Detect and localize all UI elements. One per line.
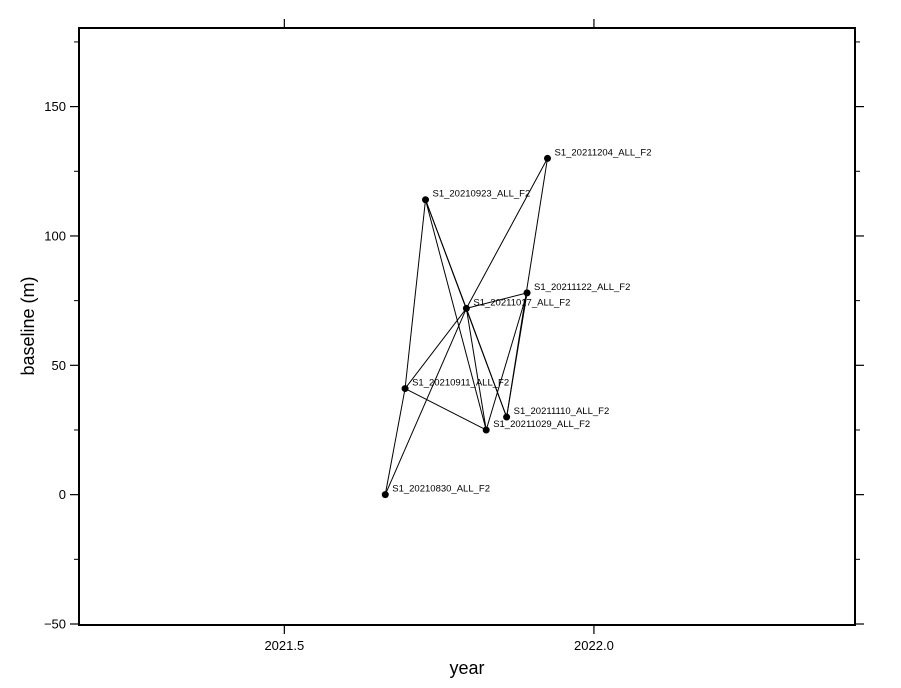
y-tick-label: 150 xyxy=(44,99,66,114)
acquisition-point xyxy=(422,196,430,204)
acquisition-point xyxy=(523,289,531,297)
acquisition-label: S1_20211110_ALL_F2 xyxy=(514,406,610,417)
baseline-pair-edge xyxy=(404,199,427,389)
y-axis-label: baseline (m) xyxy=(18,276,38,375)
baseline-pair-edge xyxy=(465,158,548,309)
y-tick-label: 50 xyxy=(52,358,66,373)
labels-layer: S1_20210830_ALL_F2 S1_20210911_ALL_F2 S1_2… xyxy=(392,147,651,494)
y-ticks-layer: −50 0 50 100 150 xyxy=(44,41,864,632)
x-ticks-layer: 2021.5 2022.0 xyxy=(264,19,614,653)
baseline-pair-edge xyxy=(404,308,467,389)
x-axis-label: year xyxy=(449,658,484,678)
baseline-pair-edge xyxy=(384,308,467,495)
points-layer xyxy=(381,154,551,499)
acquisition-label: S1_20211204_ALL_F2 xyxy=(554,147,651,158)
y-tick-label: 0 xyxy=(59,487,66,502)
baseline-pair-edge xyxy=(466,292,528,309)
baseline-pair-edge xyxy=(425,199,487,431)
plot-frame xyxy=(78,27,856,626)
acquisition-point xyxy=(482,426,490,434)
baseline-pair-edge xyxy=(506,158,548,418)
acquisition-label: S1_20211017_ALL_F2 xyxy=(473,297,570,308)
baseline-pair-edge xyxy=(485,292,528,431)
acquisition-label: S1_20210911_ALL_F2 xyxy=(412,378,509,389)
baseline-pair-edge xyxy=(384,388,406,495)
acquisition-point xyxy=(381,491,389,499)
edges-layer xyxy=(384,158,548,495)
acquisition-point xyxy=(543,154,551,162)
acquisition-label: S1_20210830_ALL_F2 xyxy=(392,484,490,495)
y-tick-label: −50 xyxy=(44,617,66,632)
acquisition-point xyxy=(401,385,409,393)
baseline-pair-edge xyxy=(465,308,508,418)
acquisition-label: S1_20211122_ALL_F2 xyxy=(534,282,630,293)
x-tick-label: 2021.5 xyxy=(264,638,304,653)
baseline-pair-edge xyxy=(404,388,487,431)
acquisition-label: S1_20210923_ALL_F2 xyxy=(433,189,531,200)
acquisition-point xyxy=(503,413,511,421)
acquisition-label: S1_20211029_ALL_F2 xyxy=(493,419,590,430)
x-tick-label: 2022.0 xyxy=(574,638,614,653)
baseline-pair-edge xyxy=(465,308,487,431)
acquisition-point xyxy=(462,304,470,312)
y-tick-label: 100 xyxy=(44,228,66,243)
